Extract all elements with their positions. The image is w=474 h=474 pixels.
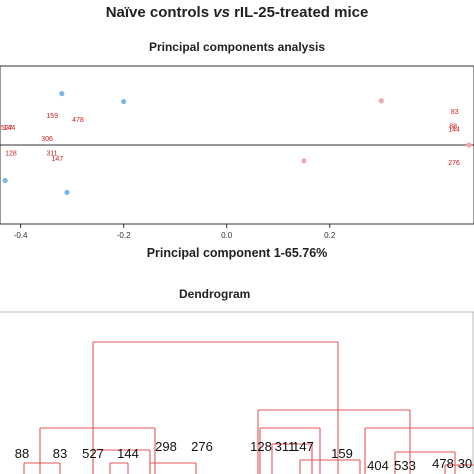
- figure-title-vs: vs: [213, 4, 230, 21]
- pca-point: [64, 189, 70, 195]
- dendrogram-leaf-label: 404: [367, 458, 389, 473]
- dendrogram-leaf-label: 311: [275, 439, 296, 454]
- pca-point: [466, 142, 472, 148]
- pca-point: [2, 177, 8, 184]
- dendrogram-leaf-label: 128: [250, 439, 272, 454]
- dendrogram-leaf-label: 83: [53, 446, 67, 461]
- pca-title: Principal components analysis: [148, 40, 326, 54]
- dendrogram-leaf-label: 533: [394, 458, 416, 473]
- dendrogram-leaf-label: 298: [155, 439, 177, 454]
- pca-xtick-label: 0.0: [221, 231, 233, 240]
- pca-point-label: 527: [1, 125, 13, 132]
- dendrogram-leaf-label: 88: [15, 446, 29, 461]
- pca-xtick-label: -0.2: [117, 231, 131, 240]
- pca-xaxis-label: Principal component 1-65.76%: [146, 246, 328, 260]
- dendrogram-leaf-label: 147: [292, 439, 314, 454]
- pca-point: [301, 158, 307, 164]
- pca-point-label: 478: [72, 117, 84, 124]
- pca-point-label: 276: [448, 160, 460, 167]
- figure-title-prefix: Naïve controls: [105, 4, 214, 21]
- figure-title: Naïve controls vs rIL-25-treated mice: [0, 4, 474, 21]
- pca-point-label: 306: [41, 136, 53, 143]
- dendrogram-leaf-label: 159: [331, 446, 353, 461]
- pca-point-label: 144: [448, 127, 460, 134]
- pca-point-label: 144: [4, 125, 16, 132]
- dendrogram-leaf-label: 478: [432, 456, 454, 471]
- pca-point-label: 311: [46, 150, 57, 157]
- dendrogram-leaf-label: 30: [458, 456, 472, 471]
- pca-xtick-label: -0.4: [14, 231, 28, 240]
- pca-point-label: 128: [5, 150, 17, 157]
- pca-point-label: 88: [449, 123, 457, 130]
- dendrogram-leaf-label: 144: [117, 446, 139, 461]
- pca-point-label: 83: [451, 109, 459, 116]
- pca-xtick-label: 0.2: [324, 231, 336, 240]
- dendrogram-title: Dendrogram: [179, 287, 251, 301]
- dendrogram-leaf-label: 527: [82, 446, 104, 461]
- dendrogram-leaf-label: 276: [191, 439, 213, 454]
- pca-point: [121, 98, 127, 105]
- figure-title-suffix: rIL-25-treated mice: [229, 4, 369, 21]
- pca-point-label: 147: [52, 156, 64, 163]
- pca-point: [378, 98, 384, 104]
- pca-point: [59, 91, 65, 97]
- pca-point-label: 159: [46, 113, 58, 120]
